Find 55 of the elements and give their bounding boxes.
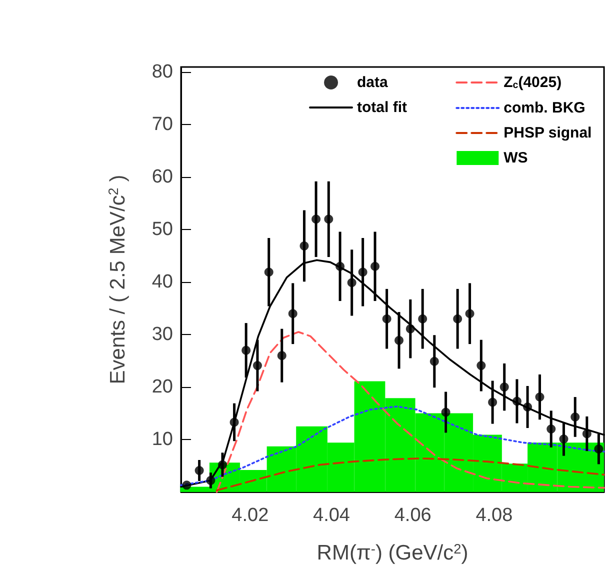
x-tick-label: 4.08 <box>476 505 513 526</box>
legend-label: total fit <box>357 99 408 116</box>
x-tick-label: 4.02 <box>232 505 269 526</box>
y-tick-label: 10 <box>152 429 173 450</box>
point <box>559 434 568 444</box>
point <box>288 309 298 318</box>
point <box>465 309 474 318</box>
point <box>535 392 544 402</box>
legend-label: data <box>357 74 389 91</box>
legend-label: WS <box>504 150 528 166</box>
point <box>441 408 450 417</box>
legend-label: PHSP signal <box>504 124 592 142</box>
point <box>546 424 556 434</box>
y-tick-label: 80 <box>152 62 173 83</box>
y-tick-label: 50 <box>152 219 173 240</box>
point <box>382 314 392 324</box>
point <box>277 351 286 360</box>
point <box>500 382 509 392</box>
x-tick-label: 4.04 <box>313 505 350 526</box>
point <box>312 214 321 224</box>
point <box>218 460 227 470</box>
point <box>252 361 262 370</box>
y-axis-title: Events / ( 2.5 MeV/c2 ) <box>106 174 130 384</box>
point <box>453 314 462 324</box>
point <box>194 466 204 475</box>
point <box>594 444 604 454</box>
x-tick-label: 4.06 <box>394 505 432 526</box>
point <box>512 396 522 406</box>
point <box>430 356 439 366</box>
y-tick-label: 30 <box>152 324 173 346</box>
point <box>570 412 580 422</box>
point <box>418 314 428 324</box>
point <box>230 418 239 427</box>
point <box>523 402 532 412</box>
point <box>336 262 345 271</box>
point <box>182 480 192 490</box>
y-tick-label: 20 <box>152 376 173 398</box>
point <box>476 361 486 370</box>
point <box>206 476 216 485</box>
point <box>347 278 356 288</box>
point <box>358 268 368 277</box>
point <box>394 336 404 345</box>
y-tick-label: 40 <box>152 272 173 293</box>
point <box>264 268 274 277</box>
point <box>582 429 592 438</box>
point <box>488 398 498 407</box>
y-tick-label: 60 <box>152 166 173 188</box>
point <box>370 262 380 271</box>
point <box>324 214 334 224</box>
point <box>300 241 309 250</box>
point <box>406 324 415 334</box>
point <box>242 346 251 355</box>
y-tick-label: 70 <box>152 114 173 136</box>
legend-label: Zc(4025) <box>504 74 562 91</box>
legend-label: comb. BKG <box>504 100 586 116</box>
